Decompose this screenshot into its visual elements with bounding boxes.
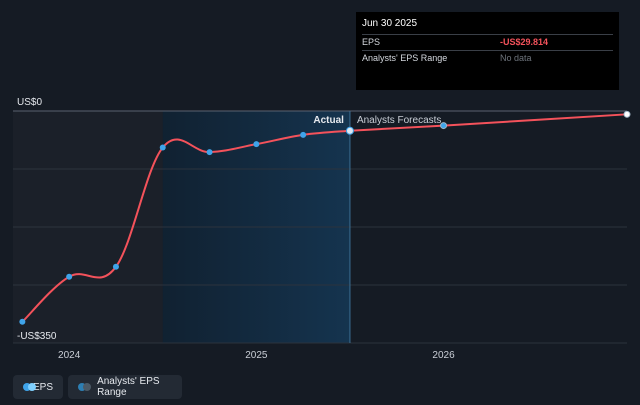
gridlines	[13, 110, 627, 344]
eps-data-point[interactable]	[345, 126, 354, 135]
tooltip-range-label: Analysts' EPS Range	[362, 53, 448, 63]
y-axis-top-label: US$0	[17, 97, 42, 108]
eps-data-point[interactable]	[159, 144, 166, 151]
eps-points[interactable]	[19, 110, 631, 325]
eps-data-point[interactable]	[300, 131, 307, 138]
x-tick-label: 2025	[245, 350, 268, 361]
eps-data-point[interactable]	[19, 318, 26, 325]
analysts-forecasts-label: Analysts Forecasts	[357, 115, 441, 126]
eps-forecast-point[interactable]	[623, 110, 631, 118]
eps-lines	[21, 113, 628, 323]
eps-data-point[interactable]	[66, 273, 73, 280]
eps-legend-icon	[23, 383, 36, 391]
tooltip-range-value: No data	[500, 53, 532, 63]
eps-actual-line	[21, 129, 351, 323]
actual-label: Actual	[313, 115, 344, 126]
eps-data-point[interactable]	[253, 141, 260, 148]
range-legend-icon	[78, 383, 91, 391]
eps-forecast-line	[349, 113, 628, 132]
eps-data-point[interactable]	[112, 263, 119, 270]
eps-forecast-point[interactable]	[440, 122, 448, 130]
tooltip-row-range: Analysts' EPS Range No data	[362, 50, 613, 66]
eps-data-point[interactable]	[206, 149, 213, 156]
x-axis-ticks: 2024 2025 2026	[58, 350, 455, 361]
legend-range-label: Analysts' EPS Range	[97, 376, 160, 398]
legend-analysts-range[interactable]: Analysts' EPS Range	[68, 375, 182, 399]
tooltip-row-eps: EPS -US$29.814	[362, 34, 613, 50]
tooltip: Jun 30 2025 EPS -US$29.814 Analysts' EPS…	[356, 12, 619, 90]
legend-eps-label: EPS	[32, 381, 53, 393]
legend-eps[interactable]: EPS	[13, 375, 63, 399]
y-axis-bottom-label: -US$350	[17, 331, 57, 342]
tooltip-eps-label: EPS	[362, 37, 381, 47]
x-tick-label: 2024	[58, 350, 81, 361]
tooltip-date: Jun 30 2025	[362, 18, 418, 29]
tooltip-eps-value: -US$29.814	[500, 37, 549, 47]
x-tick-label: 2026	[432, 350, 455, 361]
